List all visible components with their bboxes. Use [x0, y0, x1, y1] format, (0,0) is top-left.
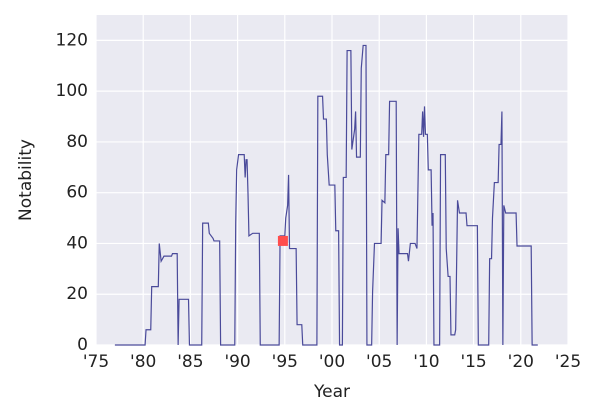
y-tick-label: 120 [56, 30, 88, 50]
y-tick-label: 100 [56, 81, 88, 101]
x-axis-label: Year [313, 382, 350, 402]
y-tick-label: 80 [66, 132, 88, 152]
y-axis-label: Notability [16, 139, 36, 221]
x-tick-label: '80 [130, 352, 156, 372]
line [114, 44, 538, 346]
highlight-marker [277, 235, 288, 246]
x-tick-label: '25 [555, 352, 581, 372]
x-tick-label: '00 [319, 352, 345, 372]
x-tick-label: '10 [413, 352, 439, 372]
x-tick-label: '85 [177, 352, 203, 372]
x-tick-label: '95 [272, 352, 298, 372]
y-tick-label: 60 [66, 183, 88, 203]
x-tick-label: '20 [508, 352, 534, 372]
x-tick-label: '05 [366, 352, 392, 372]
x-tick-label: '15 [460, 352, 486, 372]
x-tick-label: '90 [224, 352, 250, 372]
y-tick-label: 40 [66, 233, 88, 253]
x-tick-label: '75 [83, 352, 109, 372]
y-tick-label: 0 [77, 335, 88, 355]
y-tick-label: 20 [66, 284, 88, 304]
